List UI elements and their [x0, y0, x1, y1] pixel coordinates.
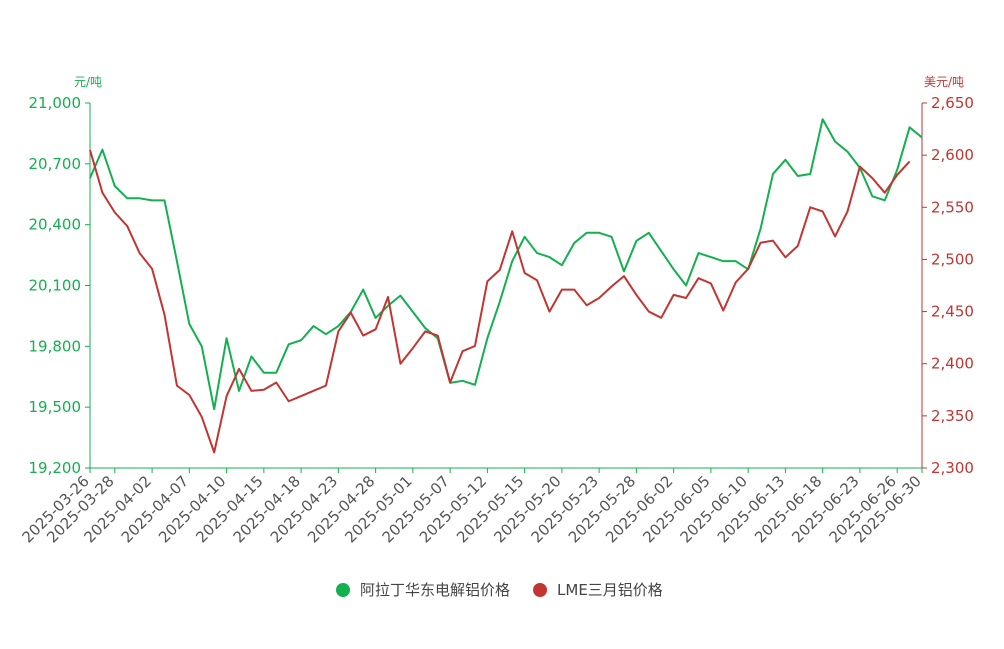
y-tick-label: 20,100	[29, 277, 82, 295]
legend-label: 阿拉丁华东电解铝价格	[360, 581, 510, 599]
y-tick-label: 20,400	[29, 216, 82, 234]
y2-tick-label: 2,600	[931, 146, 974, 164]
y-tick-label: 21,000	[29, 94, 82, 112]
series-line	[89, 149, 911, 454]
y2-tick-label: 2,300	[931, 459, 974, 477]
y2-tick-label: 2,550	[931, 198, 974, 216]
y2-tick-label: 2,500	[931, 250, 974, 268]
y-tick-label: 20,700	[29, 155, 82, 173]
y2-tick-label: 2,450	[931, 303, 974, 321]
y-tick-label: 19,200	[29, 459, 82, 477]
y2-tick-label: 2,400	[931, 355, 974, 373]
y-unit: 元/吨	[74, 75, 102, 89]
y2-tick-label: 2,650	[931, 94, 974, 112]
y-tick-label: 19,500	[29, 398, 82, 416]
legend-marker	[533, 583, 548, 597]
y2-unit: 美元/吨	[924, 75, 964, 89]
legend-label: LME三月铝价格	[557, 581, 663, 599]
legend-marker	[336, 583, 350, 597]
y2-tick-label: 2,350	[931, 407, 974, 425]
series-line	[89, 118, 923, 411]
y-tick-label: 19,800	[29, 337, 82, 355]
